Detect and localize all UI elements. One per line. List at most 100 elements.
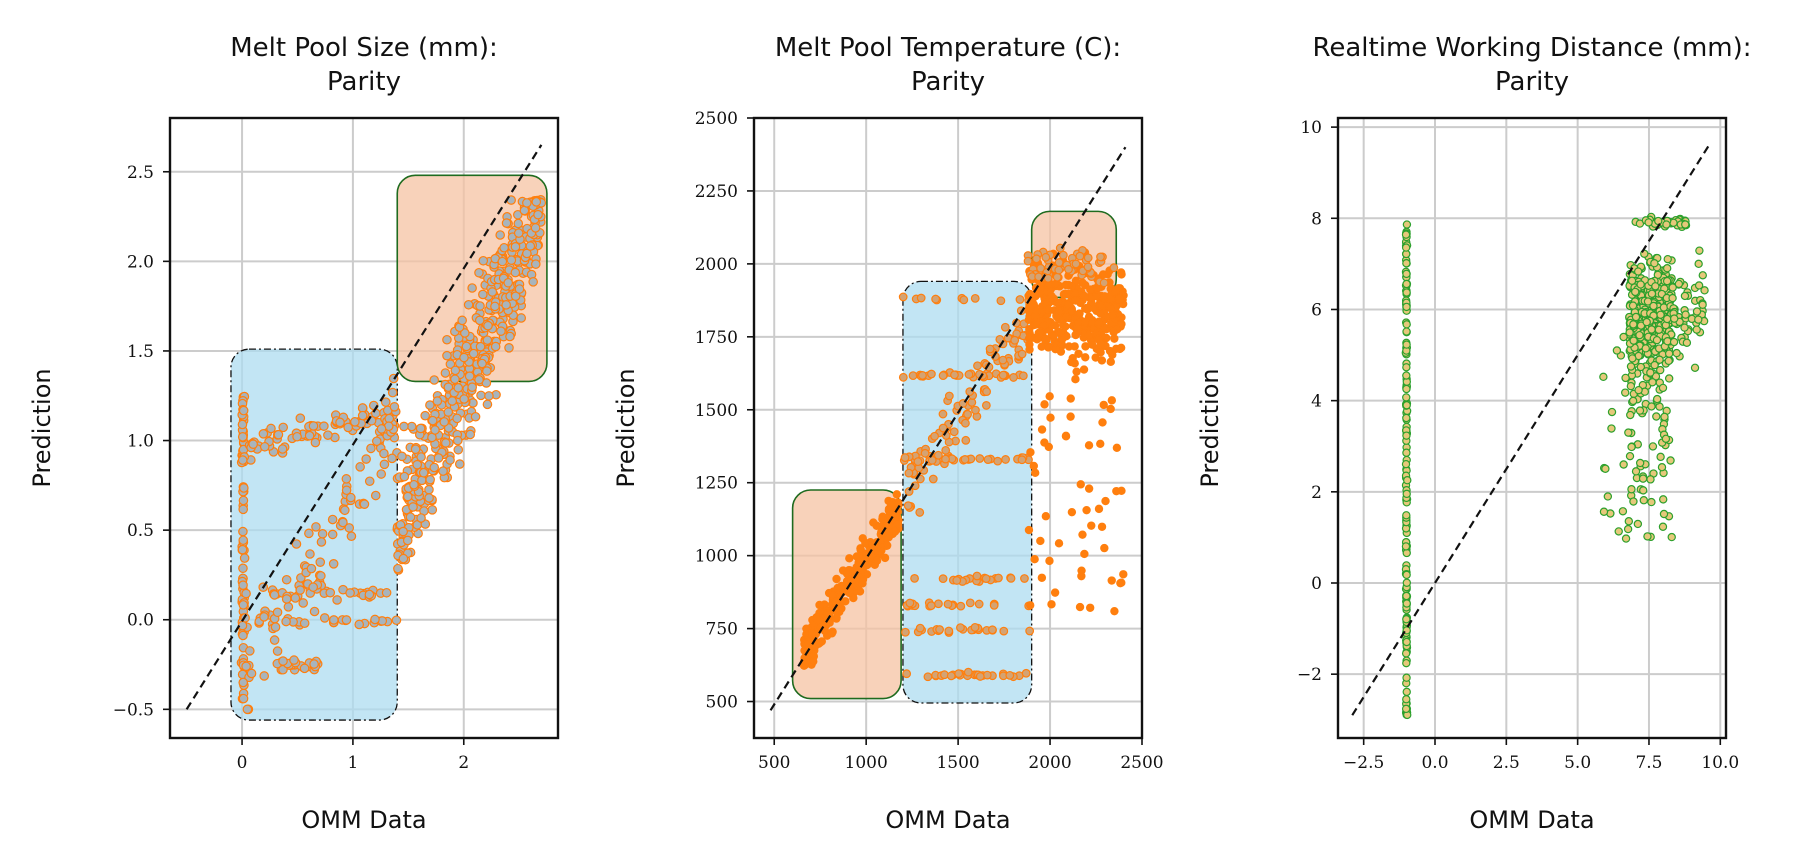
scatter-point xyxy=(1024,315,1033,325)
scatter-point xyxy=(452,413,462,424)
scatter-point xyxy=(1096,252,1105,262)
scatter-point xyxy=(387,453,397,464)
scatter-point xyxy=(995,334,1005,344)
scatter-point xyxy=(1088,340,1097,349)
chart-title: Melt Pool Temperature (C): xyxy=(775,33,1121,63)
scatter-point xyxy=(427,415,438,426)
scatter-point xyxy=(1020,574,1029,583)
scatter-point xyxy=(1623,524,1633,534)
scatter-point xyxy=(1647,497,1656,507)
scatter-point xyxy=(1401,459,1411,469)
scatter-point xyxy=(1066,394,1075,403)
scatter-point xyxy=(956,623,965,633)
scatter-point xyxy=(1045,556,1054,566)
scatter-point xyxy=(443,382,454,392)
scatter-point xyxy=(1054,265,1064,275)
scatter-point xyxy=(1638,474,1648,483)
scatter-point xyxy=(1109,263,1119,273)
scatter-point xyxy=(1084,441,1094,450)
scatter-point xyxy=(430,425,440,435)
scatter-point xyxy=(1633,519,1643,529)
scatter-point xyxy=(398,553,409,564)
scatter-point xyxy=(1054,539,1064,548)
scatter-point xyxy=(910,574,919,583)
scatter-point xyxy=(266,423,276,434)
scatter-point xyxy=(1626,362,1636,371)
scatter-point xyxy=(902,669,912,679)
scatter-point xyxy=(974,599,984,609)
x-tick-label: 0.0 xyxy=(1421,753,1448,773)
scatter-point xyxy=(999,626,1009,636)
scatter-point xyxy=(993,456,1003,466)
scatter-point xyxy=(1402,269,1411,279)
scatter-point xyxy=(460,328,470,338)
y-axis-label: Prediction xyxy=(612,368,640,487)
scatter-point xyxy=(915,508,925,517)
scatter-point xyxy=(856,544,865,553)
scatter-point xyxy=(898,372,908,382)
scatter-point xyxy=(289,655,299,665)
scatter-point xyxy=(985,344,995,354)
scatter-point xyxy=(531,197,542,207)
scatter-point xyxy=(399,421,409,432)
scatter-point xyxy=(1631,312,1641,322)
scatter-point xyxy=(1039,321,1049,330)
scatter-point xyxy=(325,587,336,598)
scatter-point xyxy=(1067,357,1076,367)
scatter-point xyxy=(1080,549,1089,559)
scatter-point xyxy=(463,299,474,310)
scatter-point xyxy=(304,430,315,441)
scatter-point xyxy=(1651,282,1660,291)
plot-area xyxy=(185,144,548,721)
scatter-point xyxy=(1662,314,1672,324)
scatter-point xyxy=(1047,291,1056,301)
scatter-point xyxy=(814,639,823,649)
scatter-point xyxy=(903,501,913,511)
scatter-point xyxy=(802,624,811,633)
x-tick-label: −2.5 xyxy=(1343,753,1384,773)
scatter-point xyxy=(237,419,248,430)
scatter-point xyxy=(1402,637,1411,647)
scatter-point xyxy=(1654,325,1664,335)
scatter-point xyxy=(341,485,352,496)
scatter-point xyxy=(998,355,1008,365)
scatter-point xyxy=(1619,332,1628,342)
scatter-point xyxy=(1402,413,1411,423)
scatter-point xyxy=(477,358,487,369)
scatter-point xyxy=(1619,460,1628,469)
scatter-point xyxy=(1656,365,1665,375)
y-axis-label: Prediction xyxy=(1196,368,1224,487)
y-tick-label: 750 xyxy=(706,620,738,640)
scatter-point xyxy=(1073,323,1082,333)
scatter-point xyxy=(238,630,248,641)
scatter-point xyxy=(457,315,467,326)
scatter-point xyxy=(1621,534,1631,543)
scatter-point xyxy=(965,598,975,608)
scatter-point xyxy=(1063,301,1072,310)
scatter-point xyxy=(528,277,538,287)
scatter-point xyxy=(513,218,524,229)
scatter-point xyxy=(319,613,330,623)
scatter-points xyxy=(1401,212,1709,720)
scatter-point xyxy=(238,677,249,688)
scatter-point xyxy=(973,361,982,371)
scatter-point xyxy=(441,438,451,448)
scatter-point xyxy=(269,590,280,600)
scatter-point xyxy=(482,366,492,376)
scatter-point xyxy=(1402,320,1411,329)
scatter-point xyxy=(1652,335,1662,345)
scatter-point xyxy=(1071,276,1081,286)
scatter-point xyxy=(1112,443,1122,453)
scatter-point xyxy=(1694,259,1703,269)
scatter-point xyxy=(1081,353,1090,362)
scatter-point xyxy=(283,602,294,612)
scatter-point xyxy=(1076,480,1085,489)
scatter-point xyxy=(429,462,440,473)
scatter-point xyxy=(501,218,512,228)
scatter-point xyxy=(355,462,365,472)
scatter-point xyxy=(1627,485,1636,494)
scatter-point xyxy=(399,471,410,482)
scatter-point xyxy=(1661,434,1671,444)
scatter-point xyxy=(1024,525,1034,535)
x-tick-label: 2.5 xyxy=(1493,753,1520,773)
